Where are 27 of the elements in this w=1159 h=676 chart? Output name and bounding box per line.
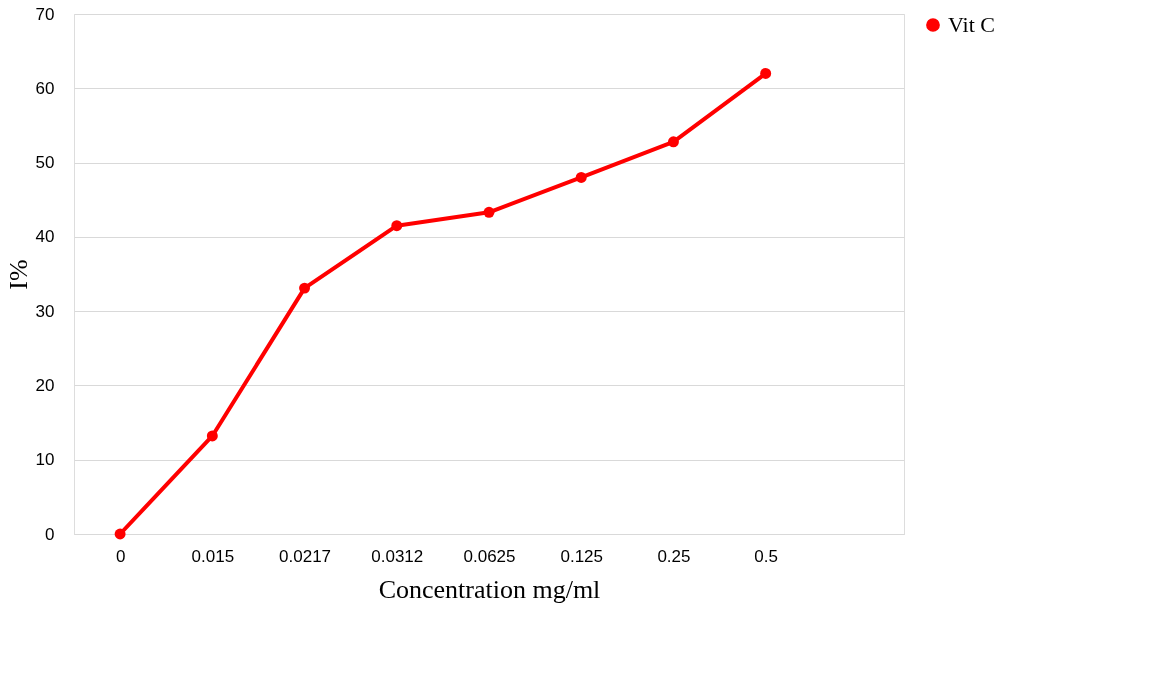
x-tick-label: 0.0312	[371, 546, 424, 566]
x-tick-label: 0.0217	[279, 546, 332, 566]
point	[391, 220, 403, 232]
point	[206, 430, 218, 442]
point	[114, 528, 126, 540]
x-tick-label: 0.25	[657, 546, 691, 566]
x-tick-label: 0.5	[754, 546, 778, 566]
y-tick-label: 30	[35, 301, 55, 321]
x-tick-label: 0.0625	[463, 546, 516, 566]
y-tick-label: 0	[45, 524, 55, 544]
point	[575, 171, 587, 183]
y-tick-label: 20	[35, 375, 55, 395]
y-tick-label: 10	[35, 450, 55, 470]
point	[760, 67, 772, 79]
point	[299, 282, 311, 294]
x-axis-title: Concentration mg/ml	[378, 574, 601, 604]
point	[483, 206, 495, 218]
y-axis-title: I%	[3, 259, 33, 290]
point	[667, 136, 679, 148]
legend-label: Vit C	[948, 12, 995, 37]
x-tick-label: 0.125	[560, 546, 603, 566]
y-tick-label: 40	[35, 227, 55, 247]
y-tick-label: 50	[35, 153, 55, 173]
y-tick-label: 70	[35, 4, 55, 24]
x-tick-label: 0.015	[191, 546, 235, 566]
y-tick-label: 60	[35, 78, 55, 98]
x-tick-label: 0	[115, 546, 126, 566]
